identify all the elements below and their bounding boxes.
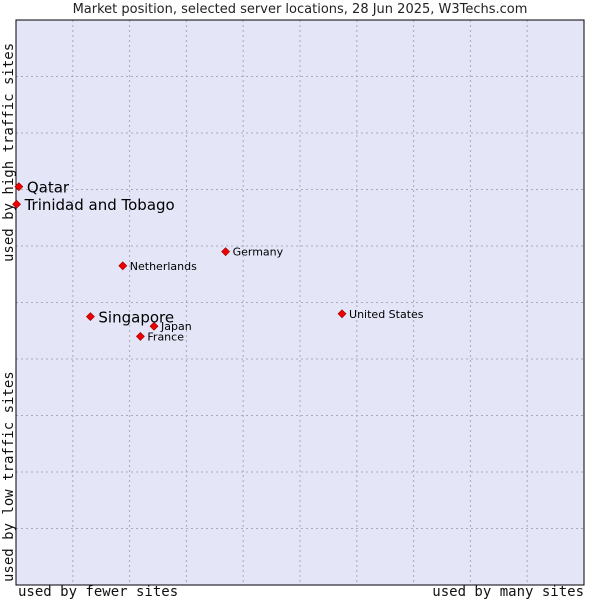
data-label-france: France: [147, 330, 184, 343]
data-point-trinidad-and-tobago: [12, 199, 21, 209]
data-label-united-states: United States: [349, 308, 424, 321]
data-label-japan: Japan: [160, 320, 192, 333]
data-point-united-states: [337, 309, 347, 319]
data-point-germany: [221, 247, 231, 257]
data-label-trinidad-and-tobago: Trinidad and Tobago: [24, 196, 175, 214]
data-point-singapore: [85, 312, 95, 322]
data-label-qatar: Qatar: [27, 179, 70, 197]
chart-title: Market position, selected server locatio…: [72, 2, 528, 17]
data-label-netherlands: Netherlands: [130, 260, 197, 273]
x-axis-label-low: used by fewer sites: [18, 584, 179, 600]
plot-border: [15, 19, 585, 586]
data-point-netherlands: [118, 261, 128, 271]
data-label-germany: Germany: [233, 246, 284, 259]
x-axis-label-high: used by many sites: [432, 584, 584, 600]
gridlines: [16, 20, 584, 585]
y-axis-label-low: used by low traffic sites: [1, 371, 17, 582]
y-axis-label-high: used by high traffic sites: [1, 42, 17, 262]
data-point-qatar: [14, 182, 24, 192]
data-point-japan: [149, 321, 159, 331]
data-point-france: [135, 331, 145, 341]
data-label-singapore: Singapore: [98, 309, 174, 327]
